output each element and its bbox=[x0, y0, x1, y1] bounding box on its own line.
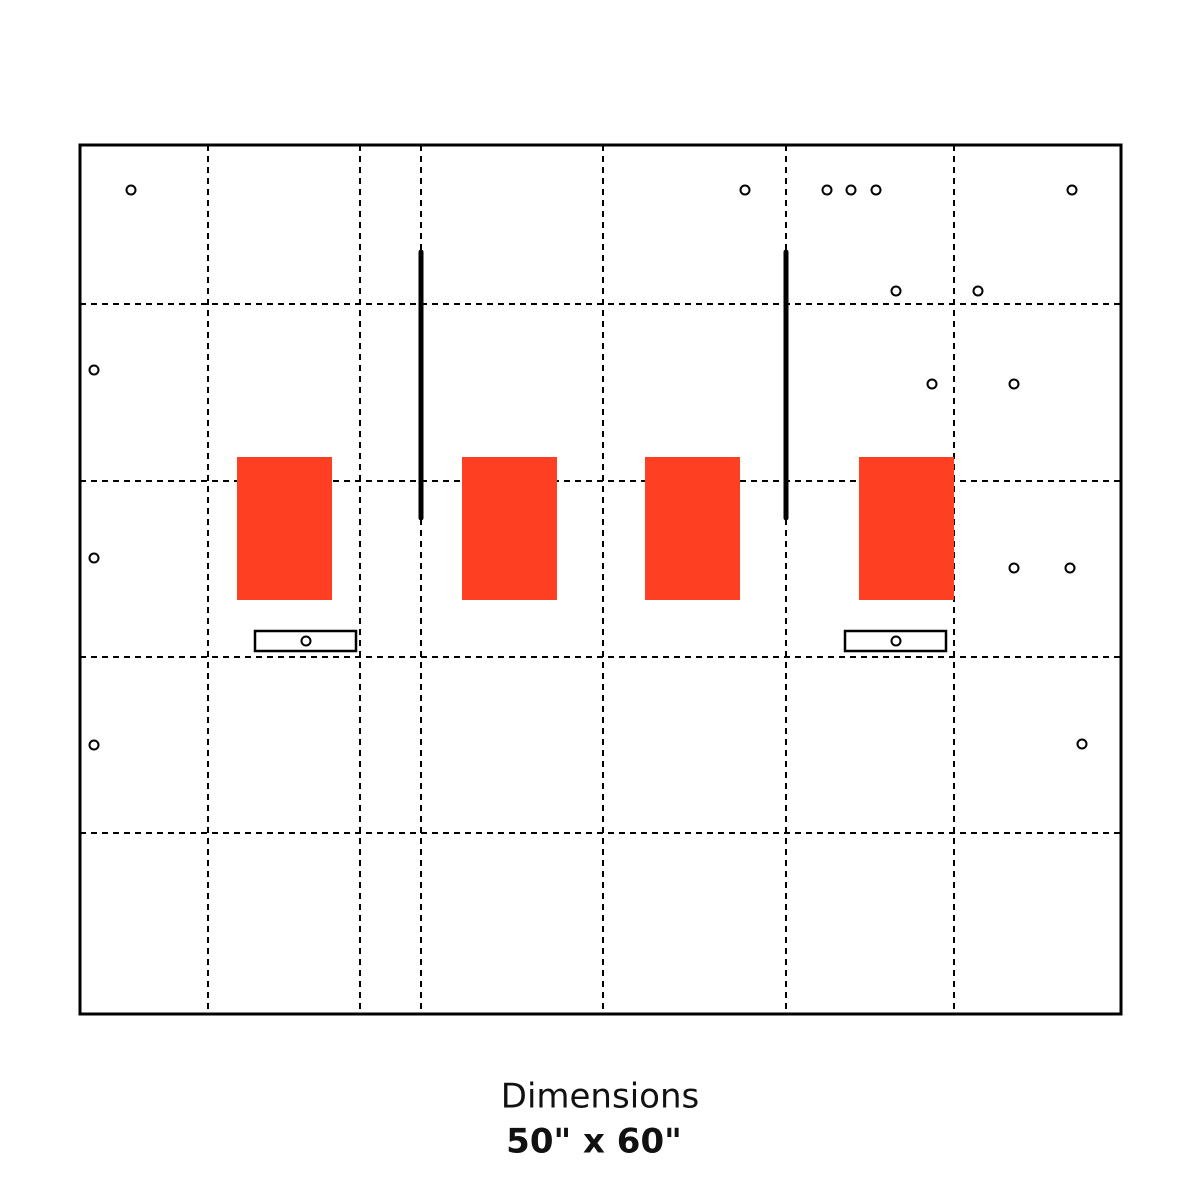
grommet bbox=[972, 285, 984, 297]
outer-border bbox=[78, 143, 1123, 1016]
pad bbox=[462, 457, 557, 600]
grommet bbox=[1008, 562, 1020, 574]
pad bbox=[859, 457, 954, 600]
grommet bbox=[821, 184, 833, 196]
grommet bbox=[1076, 738, 1088, 750]
pad bbox=[645, 457, 740, 600]
pad bbox=[237, 457, 332, 600]
grommet bbox=[890, 635, 902, 647]
caption-title: Dimensions bbox=[501, 1077, 699, 1117]
caption-size: 50" x 60" bbox=[506, 1122, 682, 1162]
grommet bbox=[1008, 378, 1020, 390]
grommet bbox=[890, 285, 902, 297]
grommet bbox=[1066, 184, 1078, 196]
grommet bbox=[1064, 562, 1076, 574]
grommet bbox=[845, 184, 857, 196]
grommets bbox=[88, 184, 1088, 751]
grommet bbox=[300, 635, 312, 647]
grommet bbox=[739, 184, 751, 196]
grommet bbox=[88, 739, 100, 751]
grommet bbox=[870, 184, 882, 196]
grommet bbox=[88, 552, 100, 564]
grommet bbox=[88, 364, 100, 376]
grid bbox=[80, 145, 1121, 1014]
grommet bbox=[125, 184, 137, 196]
grommet bbox=[926, 378, 938, 390]
pads bbox=[237, 457, 954, 600]
